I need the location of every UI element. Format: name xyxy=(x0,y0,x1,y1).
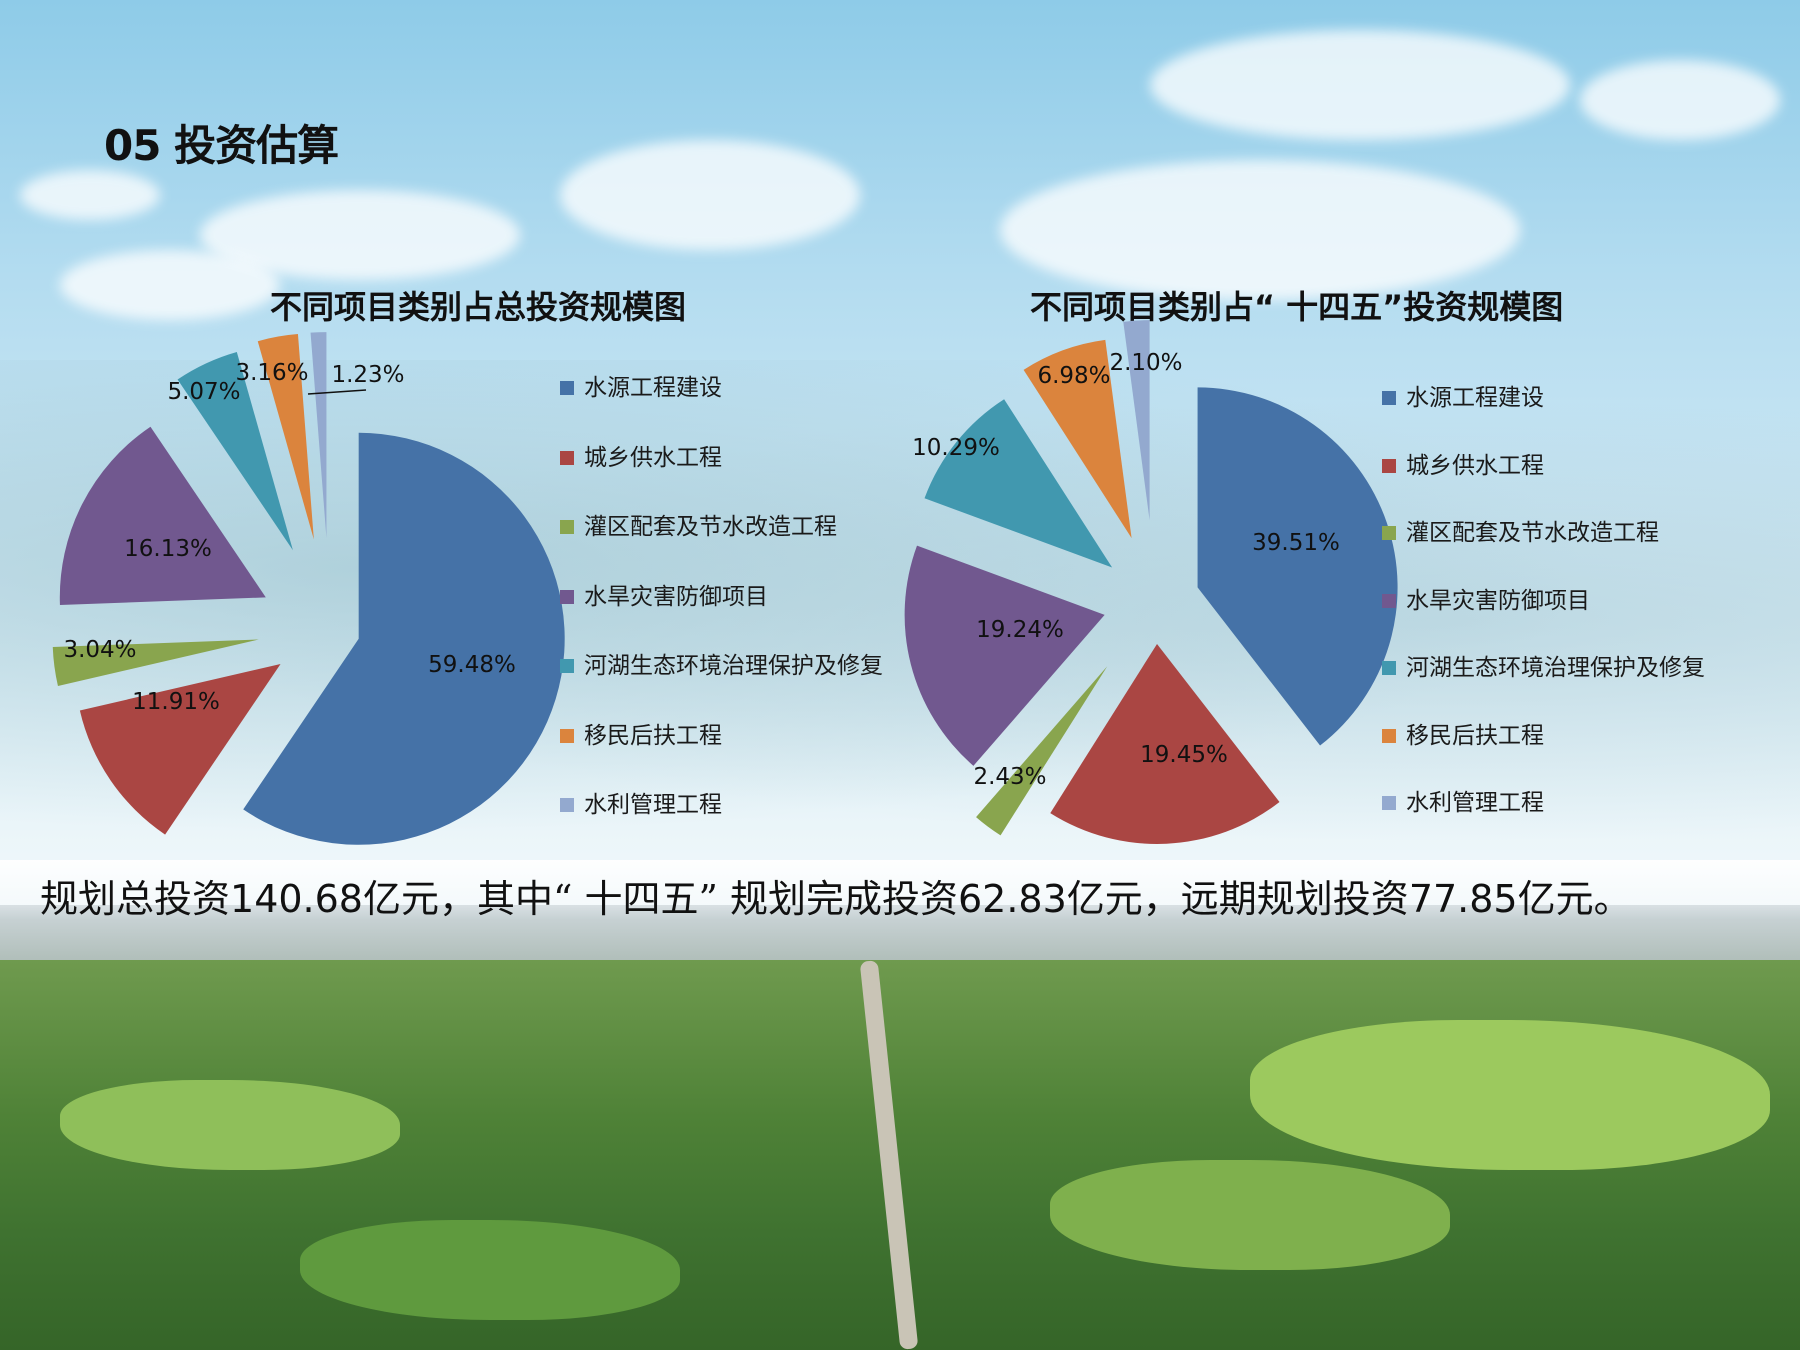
pie1-label-water-source: 59.48% xyxy=(428,652,516,678)
legend2-item-disaster-prevention: 水旱灾害防御项目 xyxy=(1382,587,1716,616)
pie1-slice-water-source xyxy=(243,432,565,845)
legend2-item-urban-rural-supply: 城乡供水工程 xyxy=(1382,452,1716,481)
legend-label: 移民后扶工程 xyxy=(584,722,722,749)
pie1-label-water-management: 1.23% xyxy=(331,362,404,388)
legend-swatch xyxy=(560,589,574,604)
cloud xyxy=(1580,60,1780,140)
field xyxy=(60,1080,400,1170)
pie1-slice-water-management xyxy=(310,332,327,539)
pie2-label-urban-rural-supply: 19.45% xyxy=(1140,742,1228,768)
legend-label: 水源工程建设 xyxy=(1406,385,1544,411)
pie1-slice-disaster-prevention xyxy=(59,426,266,605)
legend1-item-water-management: 水利管理工程 xyxy=(560,791,894,820)
cloud xyxy=(1000,160,1520,300)
pie1-slice-urban-rural-supply xyxy=(79,663,281,835)
legend-swatch xyxy=(560,381,574,395)
legend2-item-irrigation: 灌区配套及节水改造工程 xyxy=(1382,519,1716,548)
pie1-leader-line xyxy=(307,389,367,395)
legend2-item-river-lake-ecology: 河湖生态环境治理保护及修复 xyxy=(1382,654,1716,683)
chart-2-title: 不同项目类别占“ 十四五”投资规模图 xyxy=(1030,288,1564,326)
legend-swatch xyxy=(1382,593,1396,608)
pie-chart-14th-five-year-investment: 39.51% 19.45% 2.43% 19.24% 10.29% 6.98%2.10% xyxy=(904,320,1398,844)
pie1-label-disaster-prevention: 16.13% xyxy=(124,536,212,562)
legend-label: 城乡供水工程 xyxy=(584,444,722,471)
pie2-label-disaster-prevention: 19.24% xyxy=(976,617,1064,643)
pie2-label-water-management: 2.10% xyxy=(1109,350,1182,376)
legend-swatch xyxy=(1382,661,1396,675)
legend2-item-water-source: 水源工程建设 xyxy=(1382,384,1716,413)
field xyxy=(1050,1160,1450,1270)
pie2-slice-disaster-prevention xyxy=(904,545,1105,766)
summary-text-4: 亿元。 xyxy=(1517,877,1632,921)
pie2-slice-resettlement xyxy=(1023,339,1132,539)
legend-swatch xyxy=(560,450,574,465)
pie-chart-total-investment: 59.48% 11.91% 3.04% 16.13% 5.07%3.16% 1.23% xyxy=(52,332,565,845)
legend-label: 河湖生态环境治理保护及修复 xyxy=(1406,655,1705,681)
pie2-slice-urban-rural-supply xyxy=(1050,643,1280,844)
legend-label: 水旱灾害防御项目 xyxy=(1406,587,1590,614)
pie1-slice-irrigation xyxy=(52,639,259,686)
chart-1-title: 不同项目类别占总投资规模图 xyxy=(270,288,687,326)
legend-label: 移民后扶工程 xyxy=(1406,722,1544,749)
cloud xyxy=(20,170,160,220)
legend1-item-irrigation: 灌区配套及节水改造工程 xyxy=(560,513,894,542)
legend-swatch xyxy=(1382,391,1396,405)
legend1-item-river-lake-ecology: 河湖生态环境治理保护及修复 xyxy=(560,652,894,681)
legend-swatch xyxy=(560,728,574,743)
legend1-item-water-source: 水源工程建设 xyxy=(560,374,894,403)
legend-swatch xyxy=(1382,796,1396,810)
legend-label: 城乡供水工程 xyxy=(1406,452,1544,479)
cloud xyxy=(60,250,280,320)
slide-title: 05 投资估算 xyxy=(104,121,339,170)
pie2-label-water-source: 39.51% xyxy=(1252,530,1340,556)
summary-long-term-value: 77.85 xyxy=(1408,877,1518,921)
green-land xyxy=(0,960,1800,1350)
field xyxy=(300,1220,680,1320)
summary-text-3: 亿元，远期规划投资 xyxy=(1066,877,1409,921)
legend-label: 水利管理工程 xyxy=(1406,790,1544,816)
legend-label: 水源工程建设 xyxy=(584,375,722,401)
legend1-item-disaster-prevention: 水旱灾害防御项目 xyxy=(560,583,894,612)
pie2-slice-water-source xyxy=(1197,387,1398,746)
pie2-slice-irrigation xyxy=(976,666,1108,836)
legend1-item-urban-rural-supply: 城乡供水工程 xyxy=(560,444,894,473)
haze-band xyxy=(0,860,1800,920)
legend-swatch xyxy=(1382,458,1396,473)
pie2-slice-water-management xyxy=(1123,320,1150,521)
pie1-label-irrigation: 3.04% xyxy=(63,637,136,663)
pie2-label-irrigation: 2.43% xyxy=(973,764,1046,790)
cloud xyxy=(1150,30,1570,140)
pie2-label-river-lake-ecology: 10.29% xyxy=(912,435,1000,461)
summary-total-value: 140.68 xyxy=(230,877,363,921)
legend-label: 灌区配套及节水改造工程 xyxy=(1406,520,1659,546)
legend-label: 灌区配套及节水改造工程 xyxy=(584,514,837,540)
summary-text-2: 亿元，其中“ 十四五” 规划完成投资 xyxy=(362,877,958,921)
investment-summary: 规划总投资140.68亿元，其中“ 十四五” 规划完成投资62.83亿元，远期规… xyxy=(40,868,1632,923)
pie1-slice-resettlement xyxy=(257,334,314,540)
summary-14th-five-value: 62.83 xyxy=(958,877,1067,921)
legend2-item-water-management: 水利管理工程 xyxy=(1382,789,1716,818)
summary-text-1: 规划总投资 xyxy=(40,877,231,921)
legend-swatch xyxy=(560,520,574,534)
legend-swatch xyxy=(560,798,574,812)
legend-label: 河湖生态环境治理保护及修复 xyxy=(584,653,883,679)
legend2-item-resettlement: 移民后扶工程 xyxy=(1382,722,1716,751)
pie1-slice-river-lake-ecology xyxy=(177,351,293,551)
legend-swatch xyxy=(1382,728,1396,743)
road xyxy=(859,960,919,1350)
cloud xyxy=(560,140,860,250)
legend-label: 水利管理工程 xyxy=(584,792,722,818)
pie2-slice-river-lake-ecology xyxy=(924,399,1113,568)
legend-swatch xyxy=(1382,526,1396,540)
field xyxy=(1250,1020,1770,1170)
legend1-item-resettlement: 移民后扶工程 xyxy=(560,722,894,751)
legend-label: 水旱灾害防御项目 xyxy=(584,583,768,610)
pie1-label-resettlement: 3.16% xyxy=(235,360,308,386)
legend-swatch xyxy=(560,659,574,673)
pie2-label-resettlement: 6.98% xyxy=(1037,363,1110,389)
pie1-label-river-lake-ecology: 5.07% xyxy=(167,379,240,405)
pie1-label-urban-rural-supply: 11.91% xyxy=(132,689,220,715)
